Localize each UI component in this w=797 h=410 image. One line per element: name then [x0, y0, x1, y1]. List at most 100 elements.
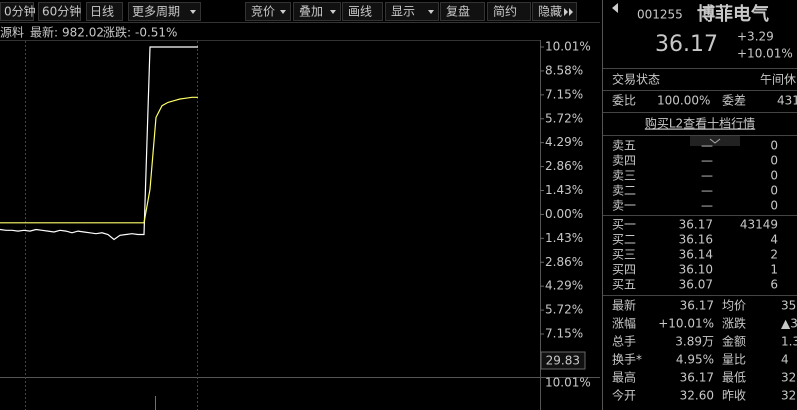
- stat-label: 昨收: [722, 389, 746, 403]
- volume-max-label: 29.83: [546, 354, 580, 368]
- order-label: 卖四: [612, 154, 636, 168]
- toolbar-label[interactable]: 叠加: [299, 5, 323, 19]
- toolbar-label[interactable]: 60分钟: [42, 4, 81, 19]
- toolbar-button[interactable]: [245, 2, 291, 21]
- y-tick-label: 7.15%: [545, 87, 583, 101]
- order-volume: 1: [770, 263, 778, 277]
- stat-value: 1.3: [781, 335, 797, 349]
- info-label: 源料: [0, 26, 24, 40]
- quote-panel: 卖五 — 0 卖四 — 0 卖三 — 0 卖二 — 0 卖一 — 0 买一 36.17 43149 买二 36.16 4…: [612, 139, 797, 403]
- order-price: 36.10: [679, 263, 713, 277]
- toolbar-label[interactable]: 日线: [90, 5, 114, 19]
- stock-name: 博菲电气: [697, 3, 769, 25]
- l2-link[interactable]: 购买L2查看十档行情: [645, 116, 755, 131]
- order-price: 36.14: [679, 248, 713, 262]
- toolbar-button[interactable]: [487, 2, 531, 21]
- dropdown-icon[interactable]: [280, 10, 286, 14]
- order-volume: 0: [770, 184, 778, 198]
- toolbar-label[interactable]: 复盘: [446, 4, 470, 19]
- price-line: [0, 46, 198, 241]
- toolbar-button[interactable]: [342, 2, 383, 21]
- stat-label: 量比: [722, 353, 746, 367]
- order-label: 买一: [612, 218, 636, 232]
- stat-value: 4.95%: [676, 353, 714, 367]
- more-icon[interactable]: [564, 8, 573, 16]
- order-price: —: [701, 169, 713, 183]
- order-price: 36.17: [679, 218, 713, 232]
- change-value: -0.51%: [135, 26, 177, 40]
- order-label: 卖二: [612, 184, 636, 198]
- order-volume: 0: [770, 169, 778, 183]
- order-label: 买五: [612, 278, 636, 292]
- toolbar-button[interactable]: [0, 2, 34, 21]
- prev-icon[interactable]: [612, 3, 618, 13]
- order-label: 买三: [612, 248, 636, 262]
- stock-change: +3.29: [737, 30, 774, 44]
- toolbar-button[interactable]: [86, 2, 123, 21]
- dropdown-icon[interactable]: [428, 10, 434, 14]
- order-price: —: [701, 199, 713, 213]
- expand-tab[interactable]: [690, 136, 740, 146]
- toolbar-label[interactable]: 更多周期: [132, 5, 180, 19]
- diff: 431: [777, 94, 797, 108]
- stat-value: ▲3: [781, 317, 797, 331]
- stat-label: 今开: [612, 388, 636, 403]
- toolbar-button[interactable]: [293, 2, 341, 21]
- order-volume: 0: [770, 139, 778, 153]
- ratio: 100.00%: [657, 94, 710, 108]
- toolbar-label[interactable]: 竞价: [251, 5, 275, 19]
- stat-value: 4: [781, 353, 789, 367]
- diff-label: 委差: [722, 94, 746, 108]
- y-tick-label: 1.43%: [545, 231, 583, 245]
- toolbar-label[interactable]: 隐藏: [538, 5, 562, 19]
- expand-icon[interactable]: [709, 138, 721, 144]
- stat-label: 金额: [722, 334, 746, 349]
- y-tick-label: 10.01%: [545, 40, 591, 54]
- stat-label: 总手: [612, 335, 636, 349]
- price-line: [0, 96, 198, 224]
- dropdown-icon[interactable]: [330, 10, 336, 14]
- toolbar-button[interactable]: [532, 2, 577, 21]
- stock-code: 001255: [637, 8, 683, 22]
- stat-label: 涨跌: [722, 316, 746, 331]
- stat-value: 36.17: [680, 371, 714, 385]
- latest-label: 最新:: [30, 25, 58, 40]
- y-tick-label: 8.58%: [545, 63, 583, 77]
- order-label: 卖三: [612, 169, 636, 183]
- toolbar-label[interactable]: 0分钟: [4, 4, 36, 19]
- order-volume: 2: [770, 248, 778, 262]
- y-tick-label: 4.29%: [545, 135, 583, 149]
- order-label: 卖一: [612, 199, 636, 213]
- y-tick-label: 0.00%: [545, 207, 583, 221]
- stat-label: 涨幅: [612, 316, 636, 331]
- order-price: —: [701, 184, 713, 198]
- stat-label: 均价: [722, 299, 746, 313]
- toolbar-button[interactable]: [440, 2, 485, 21]
- stat-value: 32: [781, 389, 796, 403]
- status: 午间休: [760, 73, 796, 87]
- latest-value: 982.02: [62, 26, 104, 40]
- order-volume: 4: [770, 233, 778, 247]
- stat-label: 最高: [612, 370, 636, 385]
- order-price: 36.07: [679, 278, 713, 292]
- order-label: 卖五: [612, 139, 636, 153]
- toolbar-button[interactable]: [38, 2, 81, 21]
- toolbar-label[interactable]: 简约: [493, 4, 517, 19]
- order-label: 买二: [612, 233, 636, 247]
- toolbar-label[interactable]: 显示: [391, 5, 415, 19]
- toolbar-button[interactable]: [385, 2, 439, 21]
- y-tick-label: 5.72%: [545, 111, 583, 125]
- y-tick-label: 2.86%: [545, 255, 583, 269]
- order-price: —: [701, 139, 713, 153]
- y-tick-label: 4.29%: [545, 279, 583, 293]
- status-label: 交易状态: [612, 72, 660, 87]
- dropdown-icon[interactable]: [190, 10, 196, 14]
- order-volume: 0: [770, 154, 778, 168]
- stat-label: 最低: [722, 371, 746, 385]
- toolbar-label[interactable]: 画线: [348, 5, 372, 19]
- stock-price: 36.17: [655, 32, 718, 57]
- toolbar-button[interactable]: [128, 2, 201, 21]
